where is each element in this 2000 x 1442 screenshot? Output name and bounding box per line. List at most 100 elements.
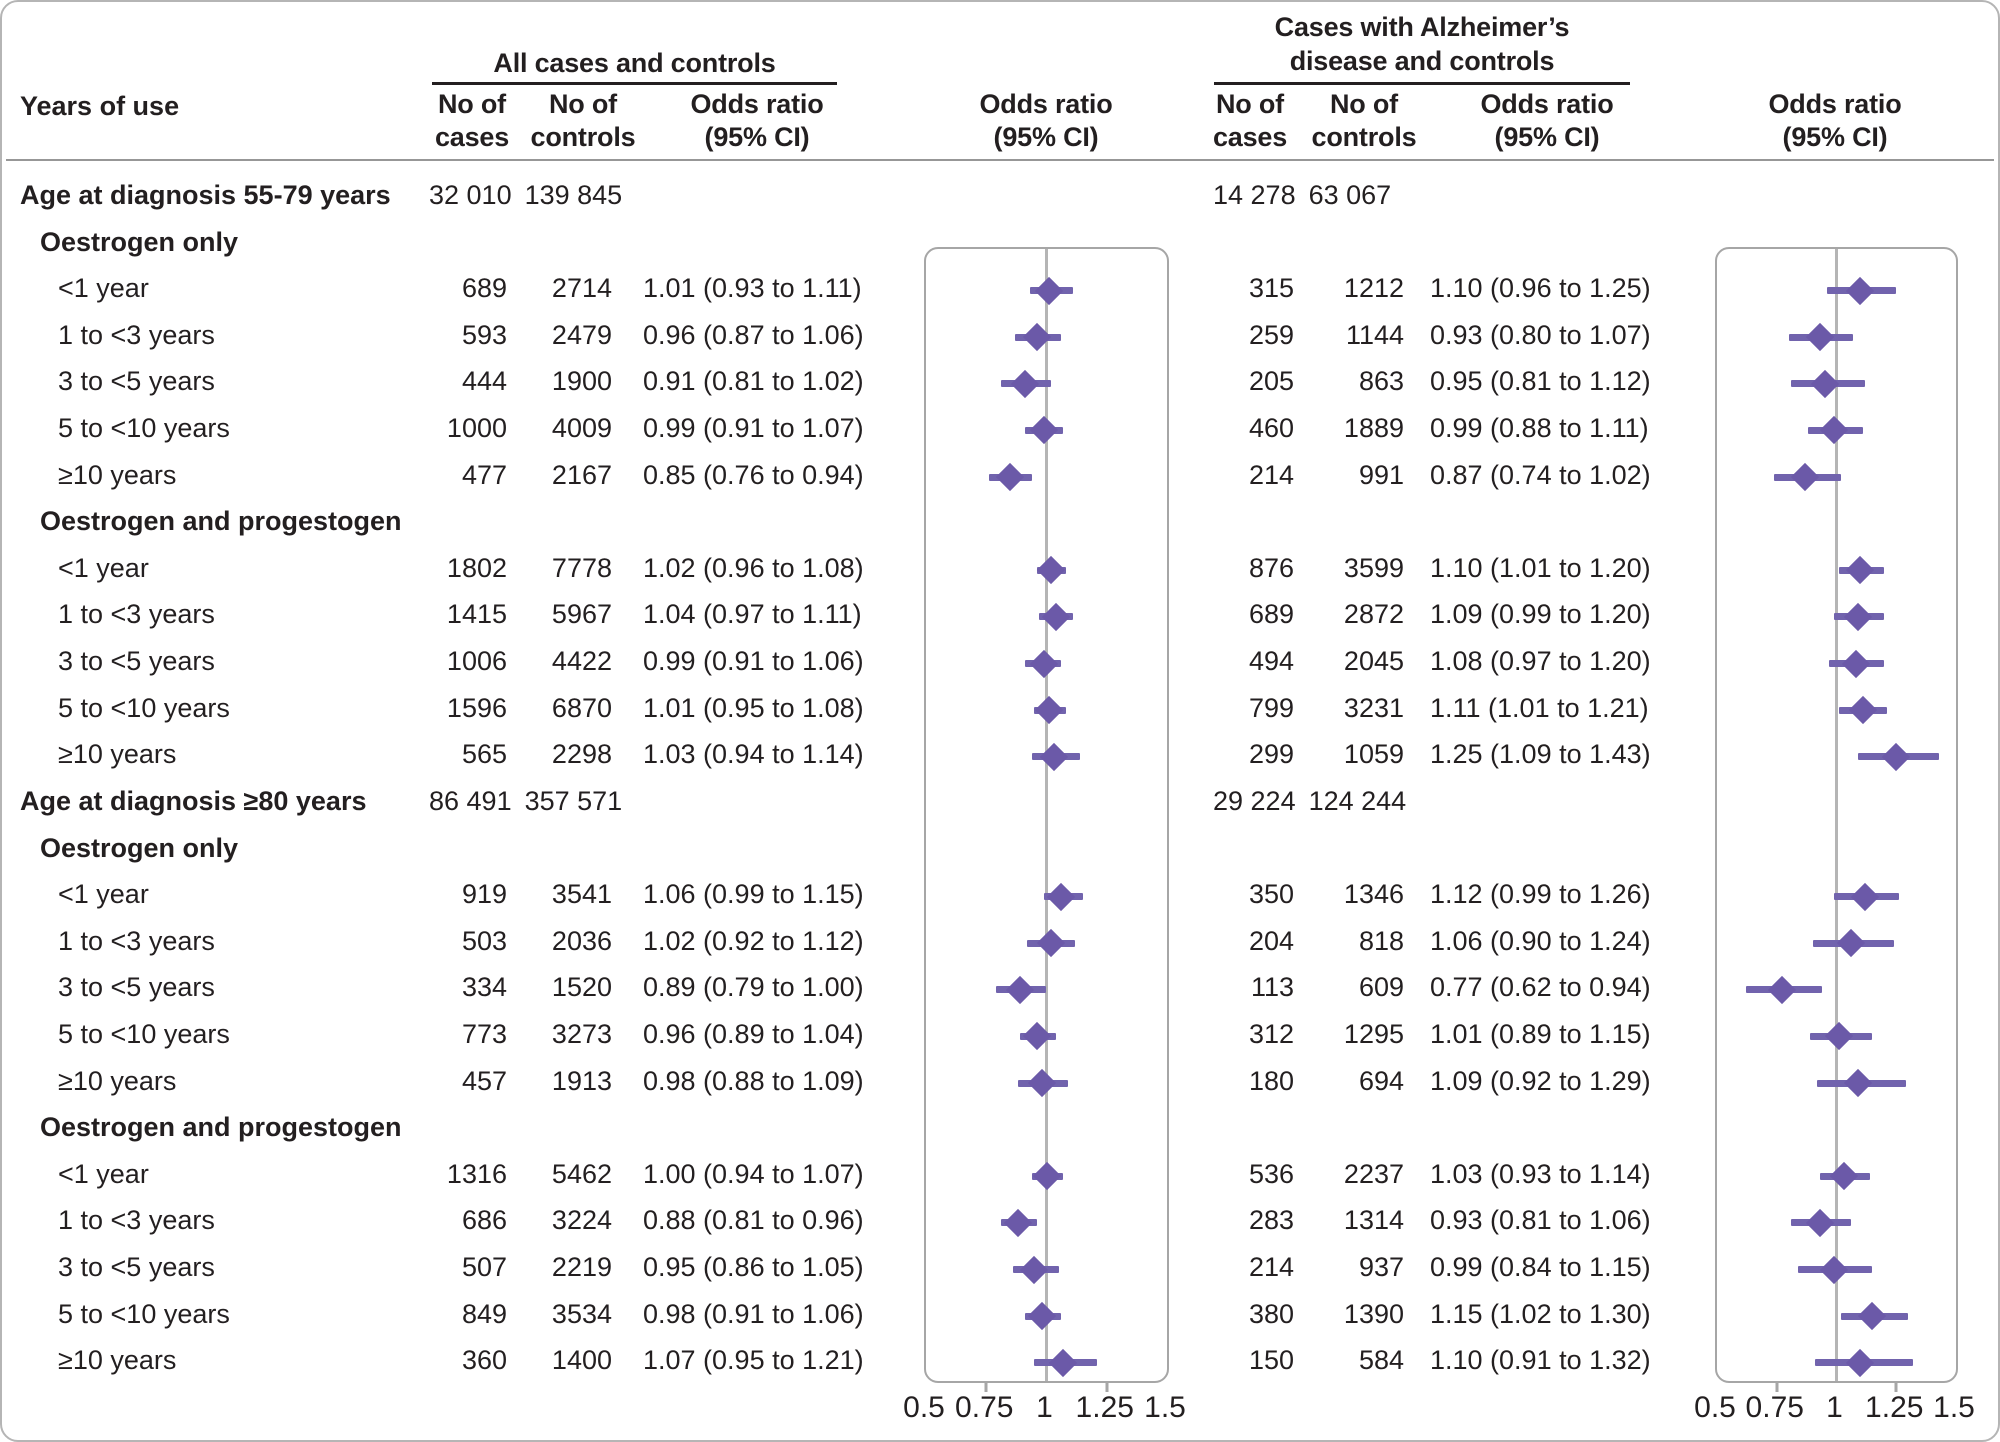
- column-header-line: Odds ratio: [1768, 89, 1902, 119]
- cell-alzheimers-odds-ratio: 1.09 (0.92 to 1.29): [1430, 1065, 1651, 1096]
- cell-all-controls: 4009: [551, 413, 612, 444]
- axis-tick-label: 1.25: [1075, 1391, 1134, 1424]
- cell-alzheimers-odds-ratio: 1.11 (1.01 to 1.21): [1430, 692, 1649, 723]
- odds-ratio-diamond: [1037, 929, 1066, 958]
- cell-alzheimers-controls: 1059: [1343, 739, 1404, 770]
- table-row: 3 to <5 years 1006 4422 0.99 (0.91 to 1.06)…: [2, 638, 1998, 685]
- axis-tick-label: 0.5: [903, 1391, 945, 1424]
- group-header-row: Oestrogen and progestogen: [2, 498, 1998, 545]
- column-header-oddsratio-left: Odds ratio (95% CI): [657, 88, 857, 154]
- age-group-label: Age at diagnosis 55-79 years: [20, 180, 391, 210]
- odds-ratio-diamond: [1805, 323, 1834, 352]
- cell-all-odds-ratio: 0.98 (0.91 to 1.06): [643, 1298, 864, 1329]
- cell-all-controls: 2036: [551, 925, 612, 956]
- cell-alzheimers-controls: 2872: [1343, 599, 1404, 630]
- cell-alzheimers-odds-ratio: 1.03 (0.93 to 1.14): [1430, 1158, 1651, 1189]
- column-header-controls-left: No of controls: [522, 88, 644, 154]
- cell-alzheimers-cases: 214: [1248, 1252, 1294, 1283]
- cell-alzheimers-controls: 584: [1358, 1345, 1404, 1376]
- table-row: 3 to <5 years 444 1900 0.91 (0.81 to 1.02) 2…: [2, 358, 1998, 405]
- cell-all-cases: 686: [461, 1205, 507, 1236]
- cell-alzheimers-cases: 214: [1248, 459, 1294, 490]
- cell-alzheimers-controls: 1346: [1343, 879, 1404, 910]
- years-of-use-label: 3 to <5 years: [58, 366, 215, 397]
- cell-all-cases: 1316: [446, 1158, 507, 1189]
- cell-all-cases: 507: [461, 1252, 507, 1283]
- cell-alzheimers-odds-ratio: 0.99 (0.88 to 1.11): [1430, 413, 1649, 444]
- years-of-use-label: 1 to <3 years: [58, 599, 215, 630]
- odds-ratio-diamond: [996, 462, 1025, 492]
- cell-all-cases: 477: [461, 459, 507, 490]
- totals-alzheimers: 29 224 124 244: [1213, 778, 1406, 825]
- treatment-group-label: Oestrogen and progestogen: [40, 1112, 402, 1143]
- cell-all-controls: 5462: [551, 1158, 612, 1189]
- cell-alzheimers-cases: 283: [1248, 1205, 1294, 1236]
- years-of-use-label: 1 to <3 years: [58, 319, 215, 350]
- odds-ratio-diamond: [1843, 602, 1873, 632]
- years-of-use-label: ≥10 years: [58, 1065, 177, 1096]
- cell-all-cases: 503: [461, 925, 507, 956]
- cell-all-controls: 2298: [551, 739, 612, 770]
- column-header-line: No of: [1216, 89, 1284, 119]
- section-title-underline-right: [1214, 82, 1630, 85]
- x-axis-alzheimers: 0.5 0.75 1 1.25 1.5: [1694, 1386, 1975, 1430]
- odds-ratio-diamond: [1819, 1255, 1849, 1284]
- column-header-line: Odds ratio: [979, 89, 1113, 119]
- table-row: 5 to <10 years 1000 4009 0.99 (0.91 to 1.07…: [2, 405, 1998, 452]
- cell-alzheimers-odds-ratio: 0.93 (0.80 to 1.07): [1430, 319, 1651, 350]
- cell-alzheimers-controls: 991: [1358, 459, 1404, 490]
- years-of-use-label: <1 year: [58, 273, 149, 304]
- years-of-use-label: <1 year: [58, 1158, 149, 1189]
- cell-all-odds-ratio: 1.02 (0.96 to 1.08): [643, 552, 864, 583]
- table-row: ≥10 years 360 1400 1.07 (0.95 to 1.21) 150 58…: [2, 1337, 1998, 1384]
- odds-ratio-diamond: [1003, 1208, 1032, 1238]
- cell-all-controls: 1400: [551, 1345, 612, 1376]
- years-of-use-label: <1 year: [58, 552, 149, 583]
- cell-all-odds-ratio: 0.89 (0.79 to 1.00): [643, 972, 864, 1003]
- cell-all-odds-ratio: 0.91 (0.81 to 1.02): [643, 366, 864, 397]
- cell-alzheimers-cases: 536: [1248, 1158, 1294, 1189]
- totals-all: 86 491 357 571: [429, 778, 622, 825]
- odds-ratio-diamond: [1829, 1162, 1858, 1191]
- cell-all-cases: 334: [461, 972, 507, 1003]
- cell-alzheimers-controls: 1889: [1343, 413, 1404, 444]
- odds-ratio-diamond: [1819, 416, 1849, 445]
- axis-tick-label: 1.25: [1865, 1391, 1924, 1424]
- table-row: 5 to <10 years 773 3273 0.96 (0.89 to 1.04)…: [2, 1011, 1998, 1058]
- cell-all-cases: 444: [461, 366, 507, 397]
- column-header-line: cases: [1212, 122, 1288, 152]
- cell-alzheimers-controls: 1314: [1343, 1205, 1404, 1236]
- total-cases-alzheimers: 29 224: [1213, 785, 1296, 816]
- treatment-group-label: Oestrogen only: [40, 832, 239, 863]
- years-of-use-label: 5 to <10 years: [58, 692, 230, 723]
- odds-ratio-diamond: [1049, 1348, 1078, 1377]
- cell-alzheimers-cases: 312: [1248, 1018, 1294, 1049]
- cell-alzheimers-cases: 204: [1248, 925, 1294, 956]
- axis-tick-label: 1.5: [1933, 1391, 1975, 1424]
- cell-all-cases: 689: [461, 273, 507, 304]
- treatment-group-label: Oestrogen only: [40, 226, 239, 257]
- age-header-row: Age at diagnosis ≥80 years 86 491 357 571 2…: [2, 778, 1998, 825]
- cell-all-cases: 773: [461, 1018, 507, 1049]
- cell-all-cases: 1802: [446, 552, 507, 583]
- odds-ratio-diamond: [1032, 1162, 1061, 1191]
- axis-tick: [1775, 1383, 1779, 1392]
- section-title-all-cases: All cases and controls: [493, 48, 776, 78]
- cell-alzheimers-cases: 380: [1248, 1298, 1294, 1329]
- cell-alzheimers-odds-ratio: 1.06 (0.90 to 1.24): [1430, 925, 1651, 956]
- cell-alzheimers-cases: 799: [1248, 692, 1294, 723]
- column-header-line: (95% CI): [1782, 122, 1888, 152]
- cell-alzheimers-controls: 3599: [1343, 552, 1404, 583]
- axis-tick-label: 0.75: [1745, 1391, 1804, 1424]
- odds-ratio-diamond: [1034, 276, 1064, 305]
- table-row: <1 year 689 2714 1.01 (0.93 to 1.11) 315 1212…: [2, 265, 1998, 312]
- cell-all-odds-ratio: 0.99 (0.91 to 1.07): [643, 413, 864, 444]
- cell-alzheimers-controls: 2237: [1343, 1158, 1404, 1189]
- cell-alzheimers-odds-ratio: 1.10 (1.01 to 1.20): [1430, 552, 1651, 583]
- column-header-cases-left: No of cases: [422, 88, 522, 154]
- cell-alzheimers-cases: 494: [1248, 646, 1294, 677]
- x-axis-all-cases: 0.5 0.75 1 1.25 1.5: [903, 1386, 1186, 1430]
- table-row: 3 to <5 years 507 2219 0.95 (0.86 to 1.05) 2…: [2, 1244, 1998, 1291]
- cell-alzheimers-cases: 259: [1248, 319, 1294, 350]
